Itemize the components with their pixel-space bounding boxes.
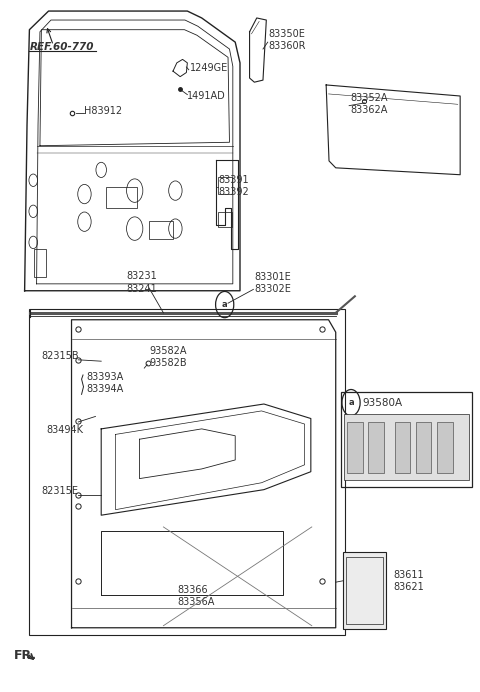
Text: a: a <box>222 300 228 309</box>
Text: FR.: FR. <box>14 649 37 662</box>
Bar <box>368 422 384 473</box>
Text: 83301E
83302E: 83301E 83302E <box>254 272 291 294</box>
Text: H83912: H83912 <box>84 106 122 116</box>
Bar <box>106 187 137 208</box>
Bar <box>343 552 386 629</box>
Bar <box>149 221 173 239</box>
Text: 82315E: 82315E <box>41 486 78 496</box>
Text: 83352A
83362A: 83352A 83362A <box>350 93 387 116</box>
Bar <box>347 422 362 473</box>
Text: 93580A: 93580A <box>362 398 403 408</box>
Text: 1249GE: 1249GE <box>190 64 228 73</box>
Bar <box>416 422 432 473</box>
Bar <box>34 249 46 277</box>
Bar <box>344 414 469 480</box>
Text: 83366
83356A: 83366 83356A <box>178 585 215 607</box>
Text: 82315B: 82315B <box>41 351 79 361</box>
Bar <box>218 177 232 194</box>
Text: 83391
83392: 83391 83392 <box>218 174 249 197</box>
Text: 1491AD: 1491AD <box>187 91 226 101</box>
Bar <box>437 422 453 473</box>
Text: 93582A
93582B: 93582A 93582B <box>149 346 187 368</box>
Text: REF.60-770: REF.60-770 <box>29 42 94 52</box>
Text: 83393A
83394A: 83393A 83394A <box>86 372 123 394</box>
Bar <box>29 309 345 635</box>
Text: 83231
83241: 83231 83241 <box>126 271 157 293</box>
Bar <box>395 422 410 473</box>
Text: 83350E
83360R: 83350E 83360R <box>269 29 306 51</box>
Bar <box>218 212 232 227</box>
Bar <box>346 556 383 624</box>
Text: 83611
83621: 83611 83621 <box>393 570 424 592</box>
Text: a: a <box>348 398 354 407</box>
Bar <box>341 392 472 487</box>
Text: 83494K: 83494K <box>46 426 83 435</box>
